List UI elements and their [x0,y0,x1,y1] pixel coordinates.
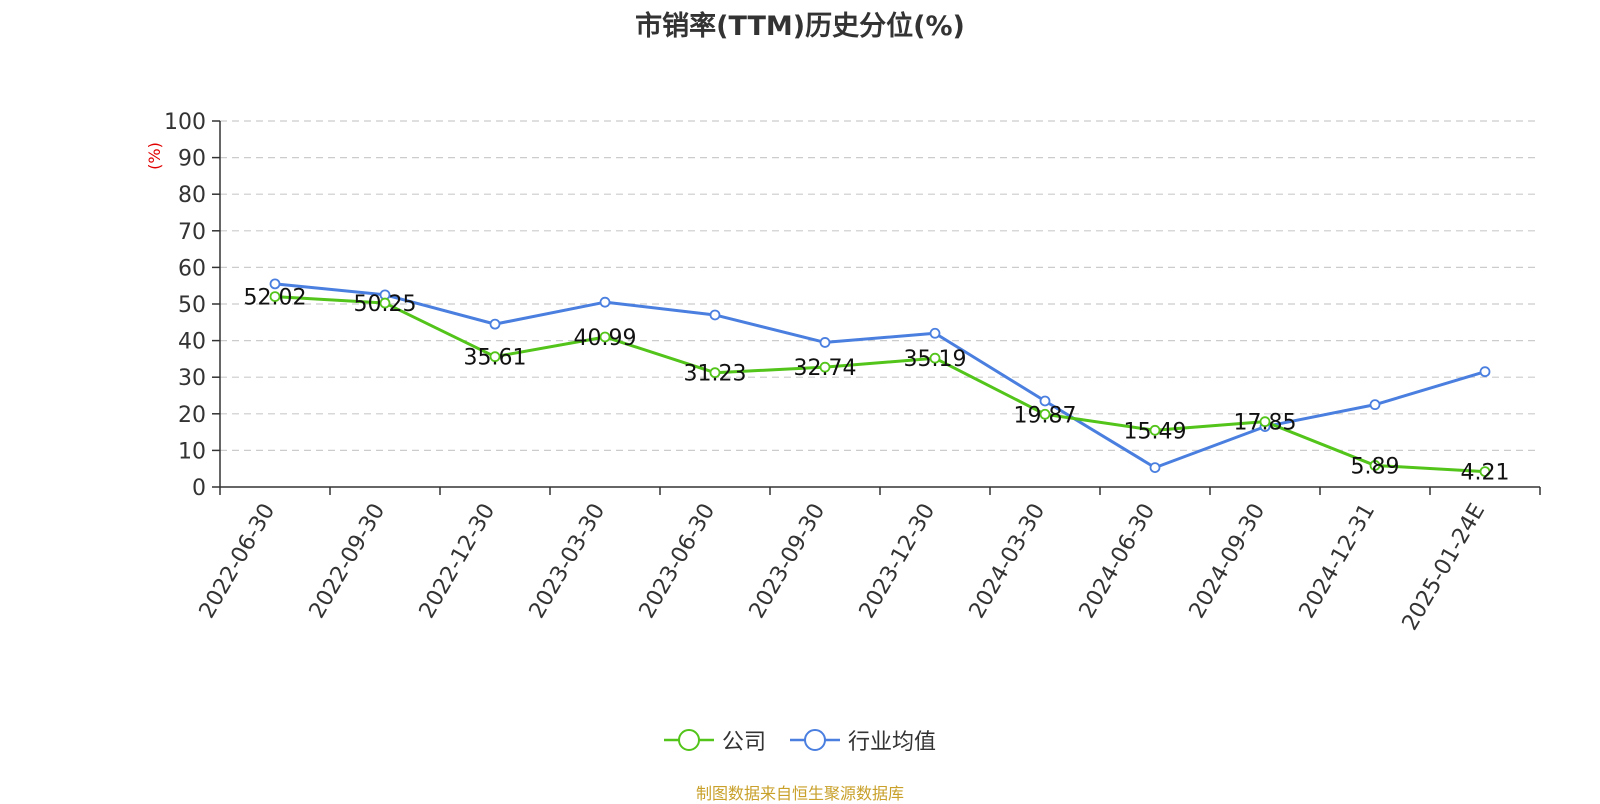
data-point [709,367,721,379]
data-point [1149,424,1161,436]
data-label: 40.99 [574,326,637,351]
y-tick-label: 40 [178,330,206,355]
x-tick-label: 2024-12-31 [1295,500,1381,623]
x-tick-label: 2023-09-30 [745,500,831,623]
x-tick-label: 2024-06-30 [1075,500,1161,623]
y-axis-label: (%) [145,142,164,170]
legend-marker [677,729,700,751]
y-tick-label: 50 [178,293,206,318]
data-label: 35.19 [904,347,967,372]
series-line-1 [274,282,1486,470]
chart-title: 市销率(TTM)历史分位(%) [635,11,965,42]
data-point [379,297,391,309]
grid-lines [220,120,1540,451]
legend-label: 公司 [721,730,766,755]
x-tick-label: 2023-12-30 [855,500,941,623]
data-point [819,337,831,348]
data-label: 5.89 [1351,454,1400,479]
data-point [269,278,281,290]
y-tick-label: 70 [178,220,206,245]
data-point [1259,416,1271,428]
y-tick-label: 90 [178,147,206,172]
series-lines [269,278,1491,477]
x-tick-label: 2025-01-24E [1398,500,1491,635]
data-label: 32.74 [794,356,857,381]
data-point [599,331,611,343]
data-point [599,296,611,308]
data-point [929,327,941,339]
legend-symbol [790,729,840,751]
data-label: 15.49 [1124,419,1187,444]
data-point [1039,395,1051,407]
data-point [1039,408,1051,420]
x-tick-label: 2023-03-30 [525,500,611,623]
data-labels: 52.02 50.25 35.61 40.99 31.23 32.74 35.19 19.87… [244,286,1510,486]
y-tick-label: 0 [192,476,206,501]
data-label: 50.25 [354,292,417,317]
y-tick-label: 20 [178,403,206,428]
legend: 公司 行业均值 [0,724,1600,756]
data-point [709,309,721,321]
y-tick-label: 10 [178,439,206,464]
y-tick-label: 60 [178,256,206,281]
data-point [489,351,501,363]
x-tick-label: 2022-12-30 [415,500,501,623]
legend-item[interactable]: 行业均值 [790,724,936,756]
x-tick-label: 2023-06-30 [635,500,721,623]
data-point [269,291,281,303]
data-label: 19.87 [1014,403,1077,428]
data-point [1479,366,1491,378]
legend-marker [804,729,826,751]
y-tick-label: 30 [178,366,206,391]
data-label: 35.61 [464,346,527,371]
data-point [929,352,941,364]
y-tick-label: 100 [164,110,206,135]
x-tick-label: 2022-09-30 [305,500,391,623]
x-tick-label: 2024-09-30 [1185,500,1271,623]
data-point [1479,466,1491,477]
data-point [489,318,501,330]
y-tick-label: 80 [178,183,206,208]
source-note: 制图数据来自恒生聚源数据库 [695,784,904,803]
data-point [1369,399,1381,411]
data-label: 31.23 [684,362,747,387]
data-label: 4.21 [1461,461,1510,486]
series-line-0 [274,295,1486,474]
data-label: 17.85 [1234,411,1297,436]
data-point [1369,460,1381,471]
legend-label: 行业均值 [848,730,937,755]
data-point [1149,462,1161,474]
data-label: 52.02 [244,286,307,311]
x-tick-label: 2022-06-30 [195,500,281,623]
data-point [819,361,831,373]
legend-item[interactable]: 公司 [663,724,766,756]
x-tick-label: 2024-03-30 [965,500,1051,623]
legend-symbol [663,729,714,751]
